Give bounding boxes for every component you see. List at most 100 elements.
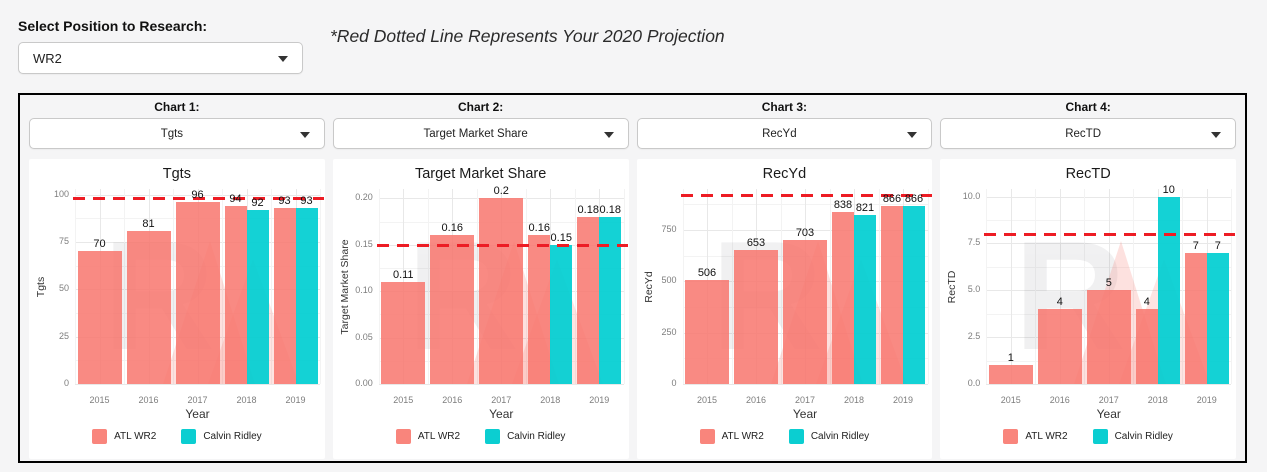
chart-2-metric-dropdown[interactable]: Target Market Share <box>332 118 629 149</box>
legend-label-calvin-ridley: Calvin Ridley <box>1114 431 1173 442</box>
x-tick-label: 2017 <box>187 395 208 405</box>
bar-value-label: 7 <box>1214 239 1221 252</box>
y-tick-label: 0.00 <box>355 378 373 388</box>
chart-column: Chart 2: Target Market Share Target Mark… <box>332 99 629 461</box>
chart-plot: R 1 4 5 4 10 7 7 <box>984 184 1236 385</box>
chart-card: Target Market Share Target Market Share … <box>332 159 629 459</box>
position-dropdown-value: WR2 <box>33 50 62 66</box>
major-gridline <box>1010 189 1012 384</box>
bar-value-label: 93 <box>300 194 313 207</box>
legend-label-atl-wr2: ATL WR2 <box>417 431 461 442</box>
chart-3-metric-dropdown[interactable]: RecYd <box>636 118 933 149</box>
bar-value-label: 653 <box>746 236 766 249</box>
x-tick-label: 2017 <box>491 395 512 405</box>
chevron-down-icon <box>278 56 288 62</box>
bar-calvin-ridley <box>1157 196 1180 384</box>
bar-value-label: 92 <box>251 196 264 209</box>
x-tick-label: 2018 <box>843 395 865 405</box>
projection-dashed-line <box>680 194 932 198</box>
y-tick-label: 250 <box>661 326 677 337</box>
bar-value-label: 5 <box>1105 277 1112 290</box>
x-tick-label: 2019 <box>892 395 914 405</box>
bar-value-label: 0.11 <box>392 268 414 281</box>
y-tick-label: 10.0 <box>962 190 981 201</box>
minor-gridline <box>75 189 76 384</box>
y-tick-label: 2.5 <box>967 331 981 342</box>
legend-swatch-atl-wr2 <box>699 429 715 444</box>
chart-plot: R 0.110.160.20.160.150.180.18 <box>376 185 628 385</box>
legend-label-atl-wr2: ATL WR2 <box>721 431 764 442</box>
bar-value-label: 703 <box>795 226 815 239</box>
chart-title: Tgts <box>162 166 191 182</box>
bar-atl-wr2 <box>126 230 171 384</box>
projection-dashed-line <box>376 243 628 247</box>
bar-value-label: 7 <box>1192 239 1199 252</box>
chart-card: RecTD RecTD R 1 4 5 4 10 7 7 Year ATL WR2 Calv… <box>940 159 1236 459</box>
minor-gridline <box>829 189 831 384</box>
bar-atl-wr2 <box>430 235 475 384</box>
minor-gridline <box>682 189 684 384</box>
x-tick-label: 2015 <box>89 395 110 405</box>
x-tick-label: 2019 <box>589 395 610 405</box>
y-tick-label: 75 <box>58 236 69 246</box>
x-axis-label: Year <box>792 407 818 421</box>
minor-gridline <box>378 189 380 384</box>
minor-gridline <box>124 189 125 384</box>
position-dropdown[interactable]: WR2 <box>18 42 303 74</box>
chart-header-label: Chart 1: <box>154 100 200 114</box>
minor-gridline <box>1035 189 1037 384</box>
x-tick-label: 2015 <box>696 395 718 405</box>
chart-metric-dropdown-value: Tgts <box>160 127 184 140</box>
bar-value-label: 4 <box>1143 296 1150 308</box>
minor-gridline <box>476 189 478 384</box>
bar-atl-wr2 <box>528 235 551 384</box>
minor-gridline <box>525 189 527 384</box>
minor-gridline <box>780 189 782 384</box>
minor-gridline <box>222 189 223 384</box>
bar-atl-wr2 <box>1135 309 1158 384</box>
minor-gridline <box>731 189 733 384</box>
bar-value-label: 94 <box>229 193 242 206</box>
y-tick-label: 0.10 <box>355 285 373 296</box>
chart-column: Chart 3: RecYd RecYd RecYd R 50665370383… <box>636 99 933 461</box>
x-tick-label: 2016 <box>745 395 767 405</box>
chart-header-label: Chart 2: <box>457 100 504 114</box>
legend-label-calvin-ridley: Calvin Ridley <box>810 431 870 442</box>
bar-value-label: 0.18 <box>577 203 599 216</box>
bar-calvin-ridley <box>903 206 925 384</box>
major-gridline <box>378 384 624 385</box>
bar-calvin-ridley <box>295 207 318 384</box>
bar-atl-wr2 <box>77 251 122 384</box>
bar-atl-wr2 <box>881 206 903 384</box>
bar-value-label: 866 <box>904 193 924 206</box>
major-gridline <box>75 384 320 385</box>
bar-atl-wr2 <box>734 249 778 384</box>
y-tick-label: 25 <box>58 330 69 341</box>
legend-label-calvin-ridley: Calvin Ridley <box>507 431 566 442</box>
chevron-down-icon <box>1211 131 1221 138</box>
chart-1-metric-dropdown[interactable]: Tgts <box>29 118 325 149</box>
minor-gridline <box>878 189 880 384</box>
bar-calvin-ridley <box>1206 252 1229 384</box>
bar-value-label: 838 <box>833 198 853 211</box>
chart-4-metric-dropdown[interactable]: RecTD <box>940 118 1236 149</box>
x-tick-label: 2018 <box>1147 395 1168 405</box>
y-tick-label: 0 <box>63 378 69 388</box>
x-axis-label: Year <box>1096 407 1121 421</box>
legend-swatch-calvin-ridley <box>181 429 197 444</box>
bar-atl-wr2 <box>381 281 426 384</box>
bar-value-label: 0.16 <box>441 222 463 235</box>
x-tick-label: 2018 <box>236 395 257 405</box>
major-gridline <box>682 384 928 385</box>
minor-gridline <box>1133 189 1135 384</box>
bar-value-label: 0.2 <box>493 185 509 198</box>
y-tick-label: 50 <box>58 283 69 294</box>
chart-column: Chart 1: Tgts Tgts Tgts R 70819694929393… <box>29 99 325 461</box>
bar-atl-wr2 <box>479 198 524 384</box>
major-gridline <box>1108 189 1110 384</box>
chart-legend: ATL WR2 Calvin Ridley <box>333 429 629 444</box>
y-tick-label: 0 <box>671 378 677 388</box>
